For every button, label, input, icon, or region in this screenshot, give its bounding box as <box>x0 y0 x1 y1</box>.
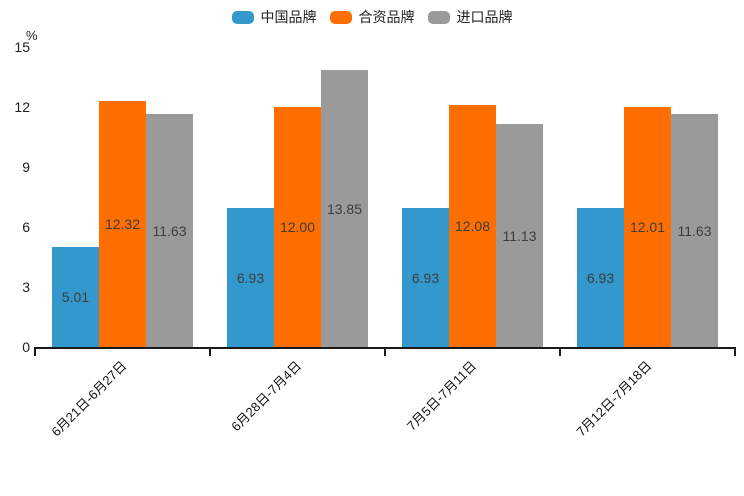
bar-series1-group3: 6.93 <box>402 208 449 347</box>
x-category-label: 7月5日-7月11日 <box>403 358 480 434</box>
x-category-label: 6月28日-7月4日 <box>228 358 305 435</box>
legend-swatch-icon <box>427 10 450 24</box>
y-tick-label: 3 <box>22 279 30 295</box>
bar-series2-group2: 12.00 <box>274 107 321 347</box>
legend-item-series3[interactable]: 进口品牌 <box>427 7 513 27</box>
bar-value-label: 6.93 <box>586 269 615 286</box>
bar-series3-group1: 11.63 <box>146 114 193 347</box>
bar-series3-group4: 11.63 <box>671 114 718 347</box>
y-axis-unit-label: % <box>26 28 38 43</box>
legend: 中国品牌 合资品牌 进口品牌 <box>0 7 744 27</box>
x-axis-tick <box>384 347 386 356</box>
x-axis-tick <box>559 347 561 356</box>
bar-series3-group3: 11.13 <box>496 124 543 347</box>
bar-series2-group1: 12.32 <box>99 100 146 347</box>
bar-value-label: 6.93 <box>236 269 265 286</box>
legend-swatch-icon <box>329 10 352 24</box>
x-category-label: 7月12日-7月18日 <box>573 358 655 440</box>
x-axis-tick <box>209 347 211 356</box>
x-axis-tick <box>34 347 36 356</box>
bar-value-label: 13.85 <box>326 200 363 217</box>
bar-value-label: 5.01 <box>61 288 90 305</box>
bar-value-label: 12.32 <box>104 215 141 232</box>
bar-value-label: 12.00 <box>279 219 316 235</box>
bar-series1-group4: 6.93 <box>577 208 624 347</box>
y-tick-label: 9 <box>22 159 30 175</box>
bar-series1-group2: 6.93 <box>227 208 274 347</box>
y-tick-label: 12 <box>14 99 30 115</box>
bar-value-label: 6.93 <box>411 269 440 286</box>
legend-item-series1[interactable]: 中国品牌 <box>231 7 317 27</box>
legend-label: 合资品牌 <box>358 9 415 25</box>
legend-swatch-icon <box>231 10 254 24</box>
bar-value-label: 12.08 <box>454 218 491 235</box>
bar-series3-group2: 13.85 <box>321 70 368 347</box>
x-category-label: 6月21日-6月27日 <box>48 358 130 440</box>
legend-label: 进口品牌 <box>456 9 513 25</box>
x-axis-tick <box>734 347 736 356</box>
bar-value-label: 12.01 <box>629 218 666 235</box>
y-tick-label: 6 <box>22 219 30 235</box>
y-tick-label: 15 <box>14 39 30 55</box>
bar-series2-group4: 12.01 <box>624 106 671 347</box>
bar-value-label: 11.63 <box>152 222 187 239</box>
legend-label: 中国品牌 <box>260 9 317 25</box>
y-tick-label: 0 <box>22 339 30 355</box>
bar-series2-group3: 12.08 <box>449 105 496 347</box>
bar-value-label: 11.13 <box>502 227 537 244</box>
bar-series1-group1: 5.01 <box>52 246 99 347</box>
bar-value-label: 11.63 <box>677 222 712 239</box>
legend-item-series2[interactable]: 合资品牌 <box>329 7 415 27</box>
